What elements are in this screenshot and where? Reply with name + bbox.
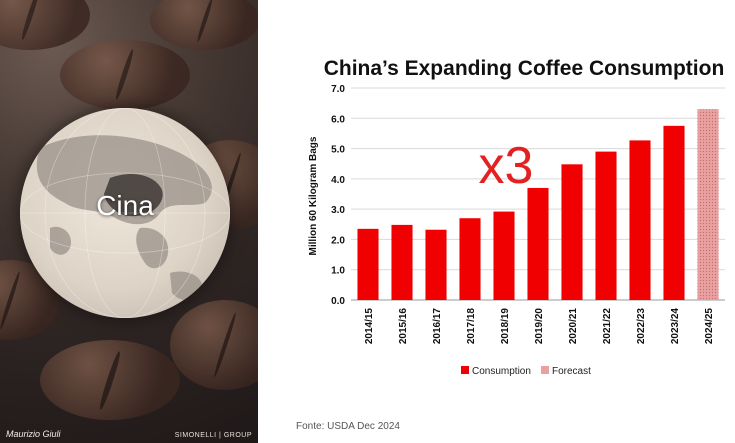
coffee-bean <box>0 0 90 50</box>
chart-title: China’s Expanding Coffee Consumption <box>324 57 725 80</box>
bar-consumption <box>527 187 549 300</box>
x-tick-label: 2024/25 <box>704 308 715 345</box>
x-tick-label: 2017/18 <box>466 308 477 345</box>
globe-country-label: Cina <box>96 190 154 221</box>
brand-logo-text: SIMONELLI | GROUP <box>174 432 252 439</box>
x-tick-label: 2016/17 <box>432 308 443 345</box>
bars <box>357 109 719 300</box>
x-tick-label: 2018/19 <box>500 308 511 345</box>
x-tick-labels: 2014/15 2015/16 2016/17 2017/18 2018/19 2019/… <box>364 308 715 345</box>
legend-swatch-consumption <box>461 366 469 374</box>
x-tick-label: 2022/23 <box>636 308 647 345</box>
y-tick-label: 0.0 <box>331 296 345 307</box>
coffee-bean <box>150 0 258 50</box>
bar-consumption <box>663 125 685 300</box>
bar-consumption <box>357 228 379 300</box>
left-photo-panel: Cina Maurizio Giuli SIMONELLI | GROUP <box>0 0 258 443</box>
globe-image <box>19 107 231 319</box>
y-tick-label: 1.0 <box>331 266 345 277</box>
growth-annotation: x3 <box>479 137 534 195</box>
y-tick-labels: 0.0 1.0 2.0 3.0 4.0 5.0 6.0 7.0 <box>331 84 345 307</box>
x-tick-label: 2021/22 <box>602 308 613 345</box>
legend-label-consumption: Consumption <box>472 366 531 377</box>
legend: Consumption Forecast <box>461 366 591 377</box>
bar-consumption <box>459 218 481 300</box>
bar-consumption <box>629 140 651 300</box>
chart: China’s Expanding Coffee Consumption Mil… <box>308 57 725 377</box>
y-tick-label: 6.0 <box>331 114 345 125</box>
legend-swatch-forecast <box>541 366 549 374</box>
bar-consumption <box>391 224 413 300</box>
bar-forecast <box>697 109 719 300</box>
china-highlight <box>104 174 163 217</box>
x-tick-label: 2023/24 <box>670 308 681 345</box>
x-tick-label: 2015/16 <box>398 308 409 345</box>
bar-consumption <box>561 164 583 300</box>
source-note: Fonte: USDA Dec 2024 <box>296 421 400 432</box>
bar-consumption <box>595 151 617 300</box>
y-tick-label: 3.0 <box>331 205 345 216</box>
y-tick-label: 4.0 <box>331 175 345 186</box>
bar-consumption <box>425 229 447 300</box>
y-tick-label: 7.0 <box>331 84 345 95</box>
legend-label-forecast: Forecast <box>552 366 591 377</box>
y-tick-label: 2.0 <box>331 235 345 246</box>
coffee-bean <box>40 340 180 420</box>
coffee-bean <box>170 300 258 390</box>
author-credit: Maurizio Giuli <box>6 429 61 439</box>
y-axis-label: Million 60 Kilogram Bags <box>308 136 319 255</box>
coffee-bean <box>60 40 190 110</box>
x-tick-label: 2014/15 <box>364 308 375 345</box>
x-tick-label: 2020/21 <box>568 308 579 345</box>
y-tick-label: 5.0 <box>331 145 345 156</box>
bar-consumption <box>493 211 515 300</box>
x-tick-label: 2019/20 <box>534 308 545 345</box>
